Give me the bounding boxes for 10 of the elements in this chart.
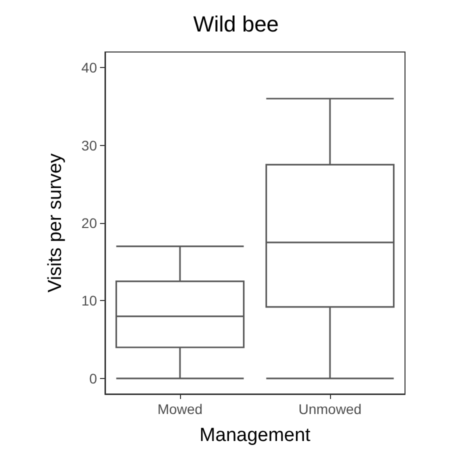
x-tick-label: Unmowed	[298, 401, 362, 417]
y-tick-label: 10	[81, 292, 98, 309]
x-tick-label: Mowed	[157, 401, 203, 417]
y-tick-label: 30	[81, 137, 98, 154]
y-tick-label: 20	[81, 215, 98, 231]
chart-title: Wild bee	[193, 12, 279, 36]
y-tick-label: 0	[89, 370, 98, 386]
y-axis-title: Visits per survey	[45, 152, 66, 293]
x-axis-title: Management	[200, 425, 312, 446]
y-tick-label: 40	[81, 60, 98, 76]
